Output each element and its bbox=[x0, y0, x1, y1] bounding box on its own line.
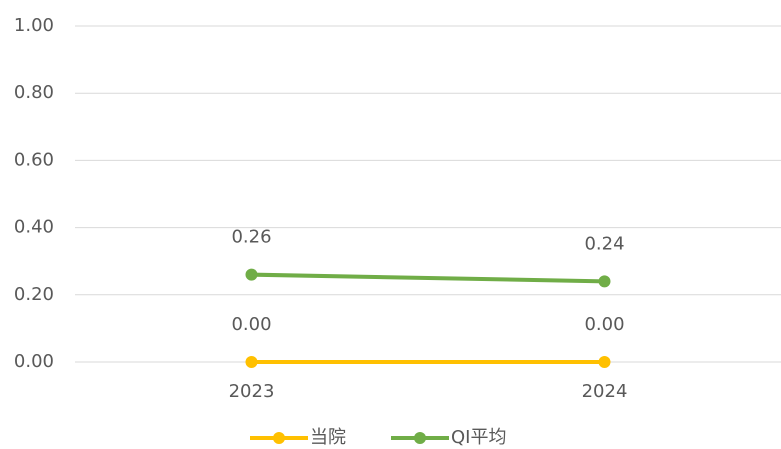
data-label: 0.00 bbox=[231, 314, 271, 335]
x-tick-label: 2024 bbox=[582, 381, 628, 402]
y-tick-label: 1.00 bbox=[14, 15, 54, 36]
x-tick-label: 2023 bbox=[229, 381, 275, 402]
data-point bbox=[598, 275, 611, 288]
y-tick-label: 0.60 bbox=[14, 149, 54, 170]
data-point bbox=[245, 268, 258, 281]
series-line bbox=[249, 272, 607, 284]
y-tick-label: 0.20 bbox=[14, 284, 54, 305]
data-label: 0.24 bbox=[584, 233, 624, 254]
legend-label: QI平均 bbox=[451, 427, 506, 448]
y-tick-label: 0.40 bbox=[14, 217, 54, 238]
y-tick-label: 0.00 bbox=[14, 351, 54, 372]
data-label: 0.26 bbox=[231, 227, 271, 248]
data-point bbox=[245, 356, 258, 368]
y-tick-label: 0.80 bbox=[14, 82, 54, 103]
legend-label: 当院 bbox=[310, 427, 346, 448]
data-point bbox=[598, 356, 611, 368]
legend-marker bbox=[273, 432, 285, 444]
data-label: 0.00 bbox=[584, 314, 624, 335]
legend-marker bbox=[414, 432, 426, 444]
